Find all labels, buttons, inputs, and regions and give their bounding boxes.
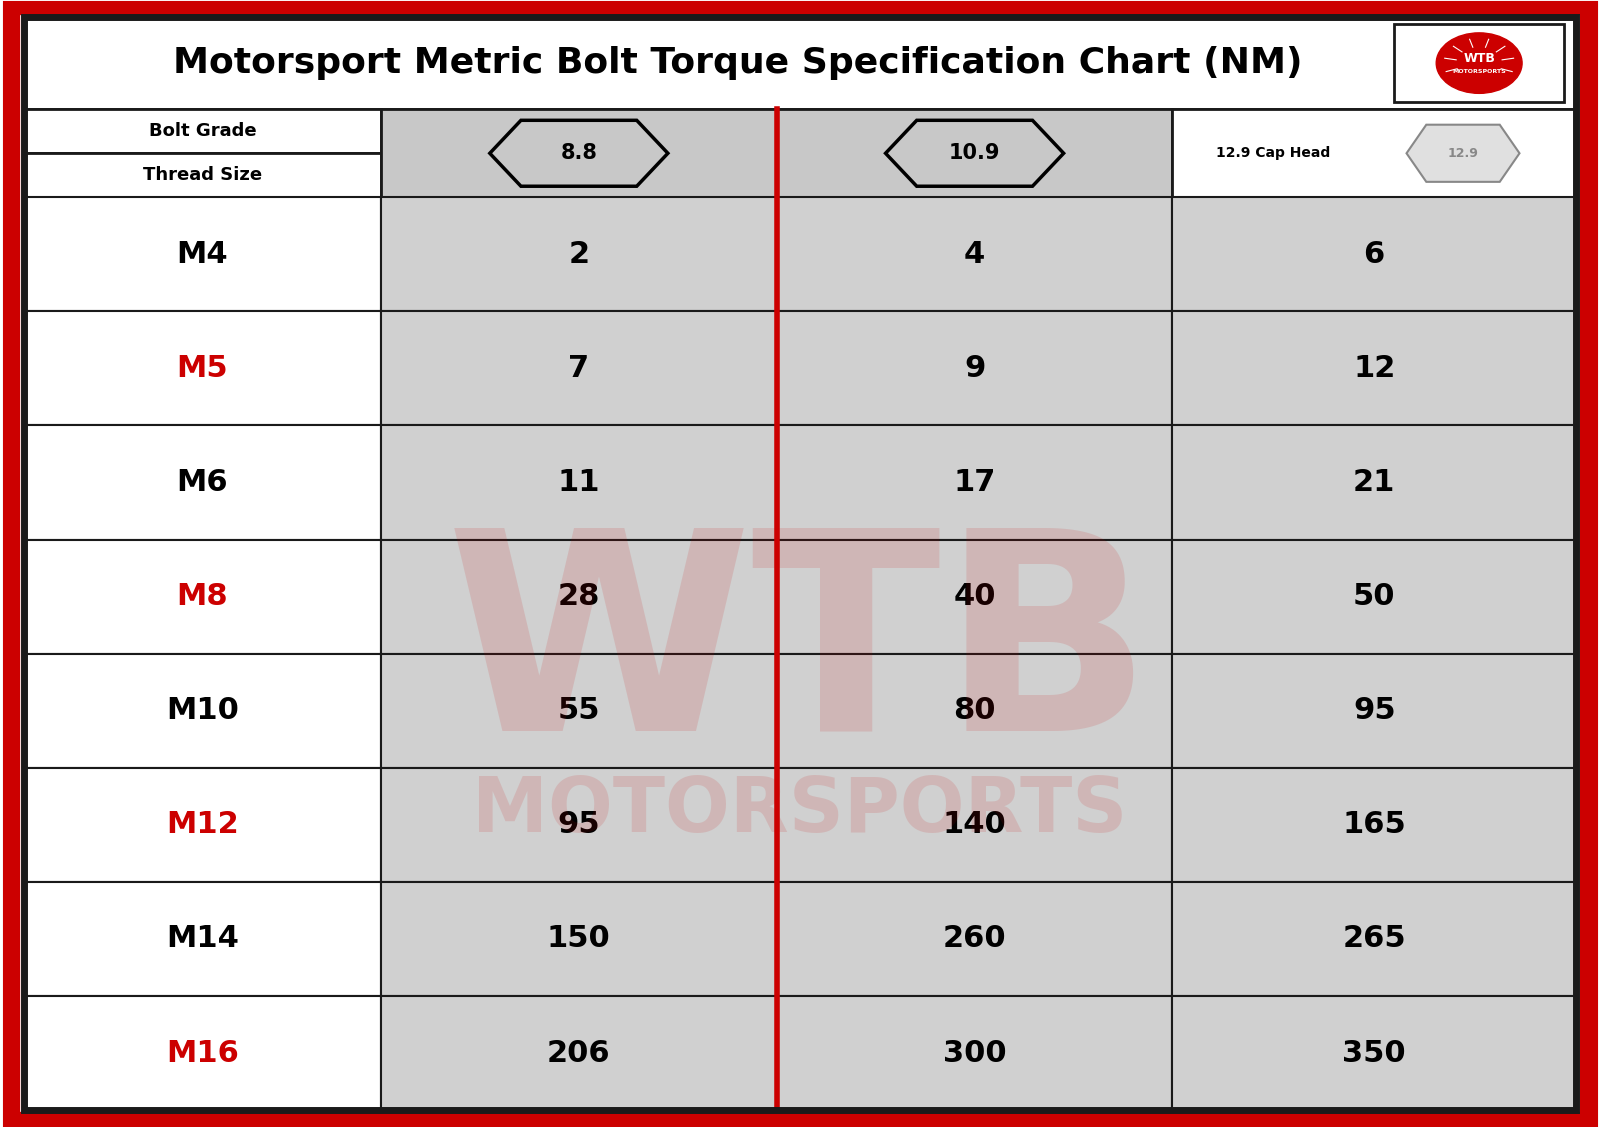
Text: 300: 300 [942, 1039, 1006, 1067]
FancyBboxPatch shape [24, 153, 381, 197]
FancyBboxPatch shape [776, 311, 1173, 425]
Text: 17: 17 [954, 468, 995, 497]
FancyBboxPatch shape [776, 881, 1173, 996]
Text: M14: M14 [166, 924, 238, 953]
FancyBboxPatch shape [24, 881, 381, 996]
Text: M12: M12 [166, 810, 238, 840]
Text: 6: 6 [1363, 240, 1386, 268]
FancyBboxPatch shape [1395, 24, 1563, 103]
FancyBboxPatch shape [776, 197, 1173, 311]
Text: 265: 265 [1342, 924, 1406, 953]
Text: 40: 40 [954, 583, 995, 611]
Text: 12.9 Cap Head: 12.9 Cap Head [1216, 147, 1331, 160]
Text: M6: M6 [176, 468, 229, 497]
Text: 95: 95 [557, 810, 600, 840]
FancyBboxPatch shape [776, 767, 1173, 881]
Circle shape [1437, 33, 1522, 94]
FancyBboxPatch shape [24, 654, 381, 767]
Text: 10.9: 10.9 [949, 143, 1000, 163]
FancyBboxPatch shape [24, 197, 381, 311]
Text: M8: M8 [176, 583, 229, 611]
FancyBboxPatch shape [381, 654, 776, 767]
Text: Bolt Grade: Bolt Grade [149, 123, 256, 140]
Text: 260: 260 [942, 924, 1006, 953]
Text: 11: 11 [557, 468, 600, 497]
FancyBboxPatch shape [24, 996, 381, 1110]
FancyBboxPatch shape [1173, 109, 1576, 197]
Text: MOTORSPORTS: MOTORSPORTS [472, 774, 1128, 849]
FancyBboxPatch shape [1173, 311, 1576, 425]
FancyBboxPatch shape [381, 540, 776, 654]
FancyBboxPatch shape [776, 425, 1173, 540]
Text: M5: M5 [176, 354, 229, 383]
Text: MOTORSPORTS: MOTORSPORTS [1453, 69, 1506, 74]
Text: 55: 55 [557, 696, 600, 725]
Text: 95: 95 [1354, 696, 1395, 725]
Text: 21: 21 [1354, 468, 1395, 497]
Text: WTB: WTB [446, 518, 1154, 789]
Text: 80: 80 [954, 696, 995, 725]
Text: WTB: WTB [1464, 53, 1494, 65]
FancyBboxPatch shape [24, 540, 381, 654]
FancyBboxPatch shape [1173, 197, 1576, 311]
Text: 28: 28 [558, 583, 600, 611]
FancyBboxPatch shape [381, 109, 776, 197]
Text: M4: M4 [176, 240, 229, 268]
Polygon shape [1406, 125, 1520, 181]
Text: 150: 150 [547, 924, 611, 953]
Text: 165: 165 [1342, 810, 1406, 840]
Text: 12.9: 12.9 [1448, 147, 1478, 160]
FancyBboxPatch shape [776, 996, 1173, 1110]
Text: 7: 7 [568, 354, 589, 383]
FancyBboxPatch shape [776, 540, 1173, 654]
FancyBboxPatch shape [1173, 540, 1576, 654]
Text: Motorsport Metric Bolt Torque Specification Chart (NM): Motorsport Metric Bolt Torque Specificat… [173, 46, 1302, 80]
FancyBboxPatch shape [1173, 996, 1576, 1110]
FancyBboxPatch shape [776, 109, 1173, 197]
FancyBboxPatch shape [381, 996, 776, 1110]
Text: 9: 9 [963, 354, 986, 383]
Text: Thread Size: Thread Size [142, 167, 262, 184]
FancyBboxPatch shape [776, 654, 1173, 767]
FancyBboxPatch shape [381, 197, 776, 311]
FancyBboxPatch shape [381, 425, 776, 540]
FancyBboxPatch shape [381, 881, 776, 996]
FancyBboxPatch shape [1173, 881, 1576, 996]
FancyBboxPatch shape [1173, 425, 1576, 540]
FancyBboxPatch shape [1173, 767, 1576, 881]
FancyBboxPatch shape [24, 311, 381, 425]
FancyBboxPatch shape [24, 17, 1576, 109]
FancyBboxPatch shape [1173, 654, 1576, 767]
Text: 140: 140 [942, 810, 1006, 840]
FancyBboxPatch shape [16, 11, 1584, 1116]
FancyBboxPatch shape [24, 425, 381, 540]
FancyBboxPatch shape [24, 767, 381, 881]
Text: 50: 50 [1354, 583, 1395, 611]
Text: 12: 12 [1354, 354, 1395, 383]
FancyBboxPatch shape [24, 109, 381, 153]
Text: 350: 350 [1342, 1039, 1406, 1067]
Text: M16: M16 [166, 1039, 238, 1067]
Text: 2: 2 [568, 240, 589, 268]
Text: 4: 4 [963, 240, 986, 268]
Text: 8.8: 8.8 [560, 143, 597, 163]
FancyBboxPatch shape [381, 311, 776, 425]
FancyBboxPatch shape [381, 767, 776, 881]
Text: M10: M10 [166, 696, 238, 725]
Text: 206: 206 [547, 1039, 611, 1067]
